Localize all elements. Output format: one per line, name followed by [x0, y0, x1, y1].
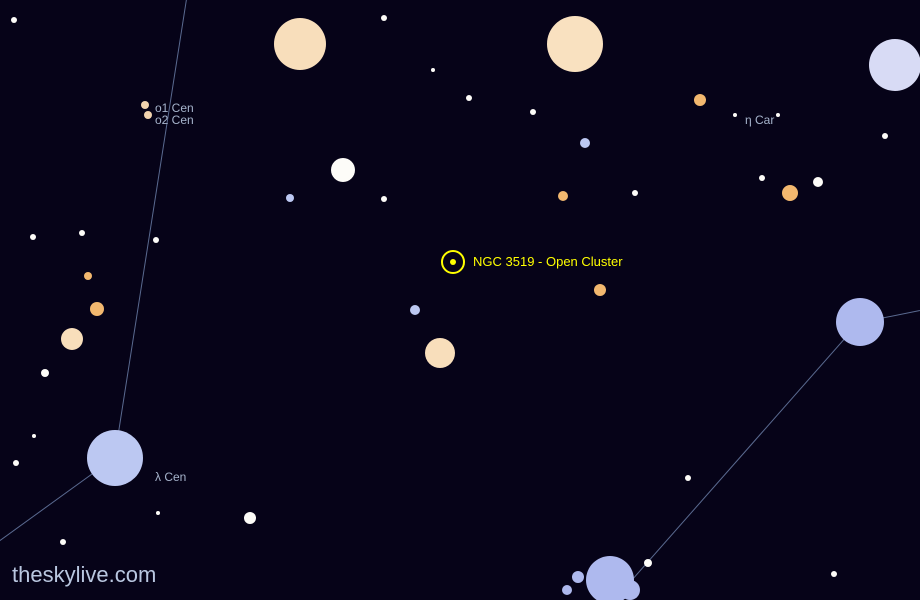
star — [286, 194, 294, 202]
star — [685, 475, 691, 481]
star — [547, 16, 603, 72]
constellation-line — [614, 321, 860, 600]
constellation-line — [114, 0, 190, 458]
star — [733, 113, 737, 117]
star — [572, 571, 584, 583]
star-label: λ Cen — [155, 470, 186, 484]
star — [244, 512, 256, 524]
star — [156, 511, 160, 515]
star — [776, 113, 780, 117]
star-label: o2 Cen — [155, 113, 194, 127]
watermark: theskylive.com — [12, 562, 156, 588]
star — [60, 539, 66, 545]
star — [61, 328, 83, 350]
star — [644, 559, 652, 567]
star — [558, 191, 568, 201]
star — [425, 338, 455, 368]
star — [79, 230, 85, 236]
star — [274, 18, 326, 70]
star — [153, 237, 159, 243]
star — [410, 305, 420, 315]
star — [594, 284, 606, 296]
star — [782, 185, 798, 201]
target-dot — [450, 259, 456, 265]
star — [13, 460, 19, 466]
star — [32, 434, 36, 438]
star — [836, 298, 884, 346]
star — [632, 190, 638, 196]
star — [141, 101, 149, 109]
star — [759, 175, 765, 181]
star — [562, 585, 572, 595]
star — [431, 68, 435, 72]
star — [30, 234, 36, 240]
star — [84, 272, 92, 280]
star — [11, 17, 17, 23]
star — [580, 138, 590, 148]
star — [831, 571, 837, 577]
star — [144, 111, 152, 119]
star — [87, 430, 143, 486]
star — [381, 196, 387, 202]
star — [694, 94, 706, 106]
star — [41, 369, 49, 377]
star — [869, 39, 920, 91]
star — [466, 95, 472, 101]
target-label: NGC 3519 - Open Cluster — [473, 254, 623, 269]
star — [381, 15, 387, 21]
star — [530, 109, 536, 115]
star-label: η Car — [745, 113, 774, 127]
star — [882, 133, 888, 139]
star — [813, 177, 823, 187]
star — [90, 302, 104, 316]
star — [331, 158, 355, 182]
star — [620, 580, 640, 600]
